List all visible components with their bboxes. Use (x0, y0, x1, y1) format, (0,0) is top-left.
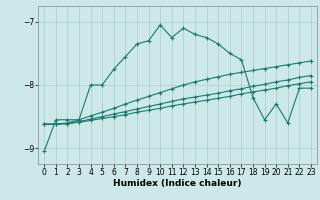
X-axis label: Humidex (Indice chaleur): Humidex (Indice chaleur) (113, 179, 242, 188)
